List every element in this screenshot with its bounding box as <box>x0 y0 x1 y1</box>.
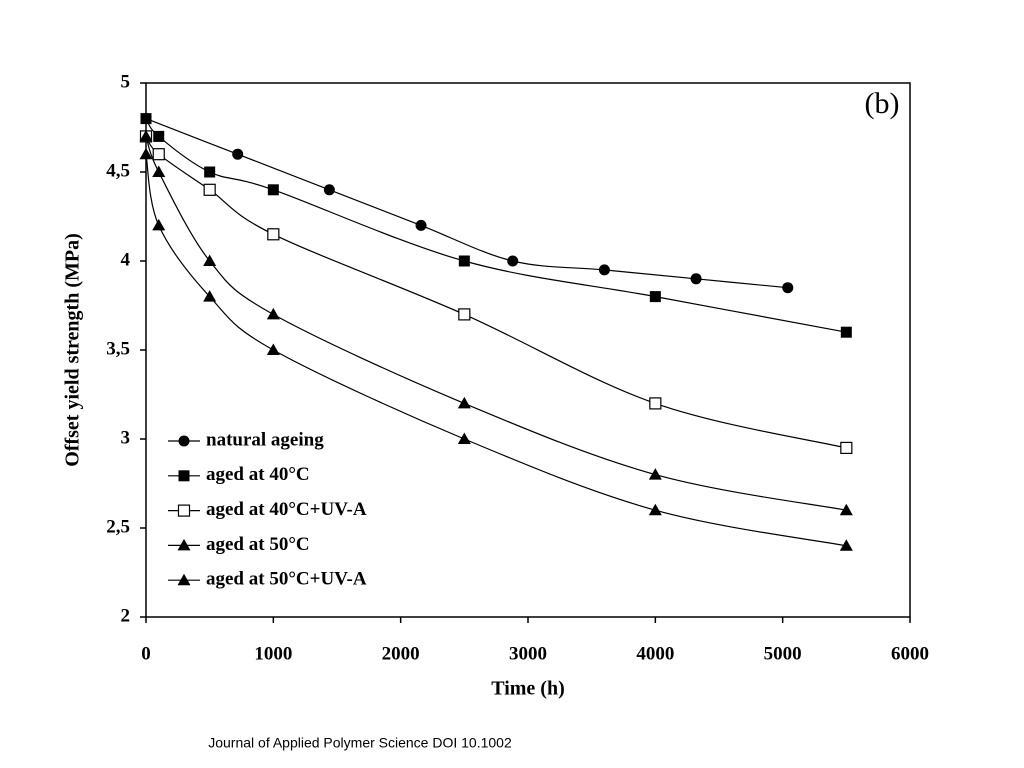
marker <box>840 326 852 338</box>
legend-label: aged at 40°C <box>206 464 310 485</box>
marker <box>598 264 610 276</box>
legend-label: natural ageing <box>206 429 324 450</box>
y-tick-label: 5 <box>121 71 131 92</box>
marker <box>690 273 702 285</box>
marker <box>457 396 471 409</box>
marker <box>458 308 471 321</box>
marker <box>267 228 280 241</box>
x-tick-label: 4000 <box>636 643 674 664</box>
marker <box>415 219 427 231</box>
series-line <box>145 136 847 511</box>
x-tick-label: 5000 <box>764 643 802 664</box>
marker <box>204 166 216 178</box>
y-tick-label: 2 <box>121 605 131 626</box>
marker <box>139 147 153 160</box>
series-line <box>145 118 788 289</box>
panel-label: (b) <box>865 87 900 120</box>
x-axis-title: Time (h) <box>491 678 565 700</box>
marker <box>458 255 470 267</box>
marker <box>648 468 662 480</box>
legend-label: aged at 50°C+UV-A <box>206 569 367 590</box>
y-tick-label: 2,5 <box>106 516 130 537</box>
legend-marker <box>177 573 191 586</box>
y-axis-title: Offset yield strength (MPa) <box>62 233 84 466</box>
legend-label: aged at 50°C <box>206 534 310 555</box>
marker <box>782 282 794 294</box>
marker <box>457 432 471 444</box>
marker <box>139 129 153 142</box>
legend-marker <box>178 470 190 482</box>
marker <box>266 307 280 320</box>
x-tick-label: 3000 <box>509 643 547 664</box>
legend-marker <box>177 504 191 517</box>
series-line <box>145 118 847 333</box>
marker <box>267 184 279 196</box>
y-tick-label: 4 <box>121 249 131 270</box>
legend-label: aged at 40°C+UV-A <box>206 499 367 520</box>
marker <box>203 290 217 302</box>
footer: Journal of Applied Polymer Science DOI 1… <box>208 735 512 751</box>
marker <box>323 184 335 196</box>
marker <box>266 343 280 355</box>
marker <box>648 503 662 516</box>
marker <box>649 291 661 303</box>
x-tick-label: 2000 <box>382 643 420 664</box>
legend-marker <box>178 435 190 447</box>
marker <box>232 148 244 160</box>
marker <box>839 539 853 551</box>
marker <box>140 113 152 125</box>
marker <box>152 148 165 161</box>
marker <box>649 397 662 410</box>
legend-marker <box>177 538 191 551</box>
series-line <box>145 154 847 547</box>
x-tick-label: 1000 <box>254 643 292 664</box>
y-tick-label: 3,5 <box>106 338 130 359</box>
marker <box>152 165 166 177</box>
marker <box>152 218 166 231</box>
y-tick-label: 3 <box>121 427 131 448</box>
x-tick-label: 6000 <box>891 643 929 664</box>
marker <box>153 130 165 142</box>
marker <box>203 254 217 266</box>
x-tick-label: 0 <box>141 643 151 664</box>
marker <box>840 441 853 454</box>
marker <box>839 503 853 516</box>
y-tick-label: 4,5 <box>106 160 130 181</box>
marker <box>203 183 216 196</box>
marker <box>507 255 519 267</box>
series-line <box>145 136 847 449</box>
